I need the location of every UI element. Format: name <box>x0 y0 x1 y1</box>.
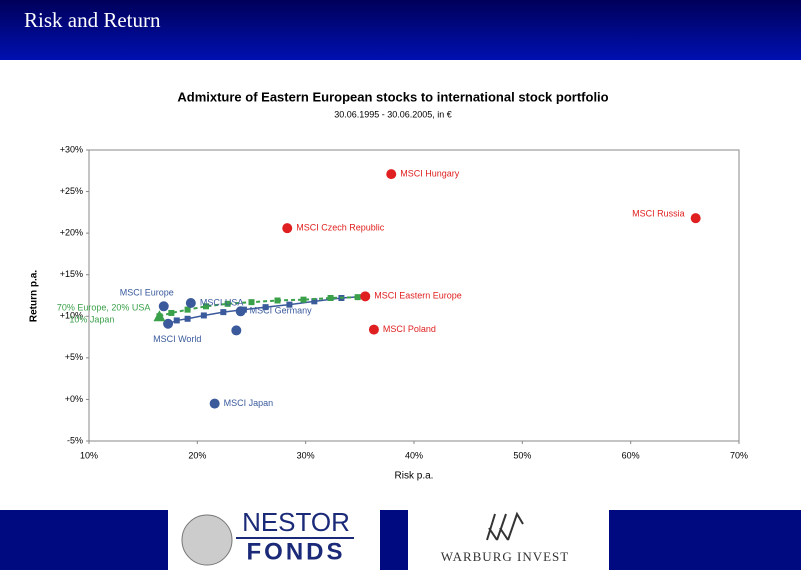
series-point <box>248 299 255 306</box>
logo-text: WARBURG INVEST <box>441 549 569 564</box>
series-point <box>173 317 180 324</box>
y-tick-label: +25% <box>60 186 83 196</box>
logo-rule <box>236 537 354 539</box>
series-point <box>168 309 175 316</box>
point-label: MSCI Germany <box>250 306 313 316</box>
series-point <box>274 297 281 304</box>
point-label: MSCI Poland <box>383 324 436 334</box>
series-point <box>220 309 227 316</box>
point <box>235 306 246 317</box>
y-tick-label: +5% <box>65 352 83 362</box>
point <box>282 223 293 234</box>
point <box>231 325 242 336</box>
y-tick-label: -5% <box>67 435 83 445</box>
point-label: 70% Europe, 20% USA <box>57 303 151 313</box>
series-point <box>300 296 307 303</box>
logo-text: NESTOR <box>242 507 350 537</box>
point-label: MSCI USA <box>200 297 244 307</box>
series-point <box>203 303 209 310</box>
x-tick-label: 20% <box>188 450 206 460</box>
x-tick-label: 30% <box>297 450 315 460</box>
series-point <box>200 312 207 319</box>
x-axis-label: Risk p.a. <box>395 471 434 482</box>
y-axis-label: Return p.a. <box>29 270 40 322</box>
plot: -5% +0% +5% +10% +15% +20% +25% +30% 10% 20% 30% 40… <box>57 144 748 460</box>
logo-text: FONDS <box>247 538 346 565</box>
x-tick-label: 70% <box>730 450 748 460</box>
y-tick-label: +15% <box>60 269 83 279</box>
series-point <box>327 294 334 301</box>
point-label: MSCI World <box>153 334 201 344</box>
y-tick-label: +10% <box>60 311 83 321</box>
logo-emblem <box>181 514 233 566</box>
point <box>690 213 701 224</box>
point <box>163 318 174 329</box>
point-label: MSCI Europe <box>120 288 174 298</box>
logo-mark <box>486 511 524 541</box>
point <box>209 398 220 409</box>
footer-bar <box>0 510 801 570</box>
point <box>386 169 397 180</box>
point-label: MSCI Eastern Europe <box>374 291 462 301</box>
header-bar <box>0 0 801 60</box>
chart-subtitle: 30.06.1995 - 30.06.2005, in € <box>334 109 452 119</box>
header-title: Risk and Return <box>24 8 161 32</box>
point <box>153 310 166 322</box>
point-label: MSCI Japan <box>224 398 274 408</box>
series-point <box>286 301 293 308</box>
point <box>185 297 196 308</box>
series-point <box>184 315 191 322</box>
series-point <box>224 300 231 307</box>
point <box>368 324 379 335</box>
chart-title: Admixture of Eastern European stocks to … <box>177 89 608 104</box>
point-label: MSCI Czech Republic <box>296 223 385 233</box>
point-label: 10% Japan <box>69 315 114 325</box>
series-point <box>354 294 361 301</box>
x-tick-label: 10% <box>80 450 98 460</box>
x-tick-label: 60% <box>622 450 640 460</box>
point-label: MSCI Russia <box>632 209 685 219</box>
x-tick-label: 50% <box>513 450 531 460</box>
series-point <box>311 298 318 305</box>
x-tick-label: 40% <box>405 450 423 460</box>
y-tick-label: +0% <box>65 394 83 404</box>
point-label: MSCI Hungary <box>400 168 460 178</box>
y-tick-label: +20% <box>60 228 83 238</box>
point <box>360 291 371 302</box>
series-point <box>262 304 269 311</box>
series-point <box>184 306 191 313</box>
y-tick-label: +30% <box>60 144 83 154</box>
point <box>158 301 169 312</box>
